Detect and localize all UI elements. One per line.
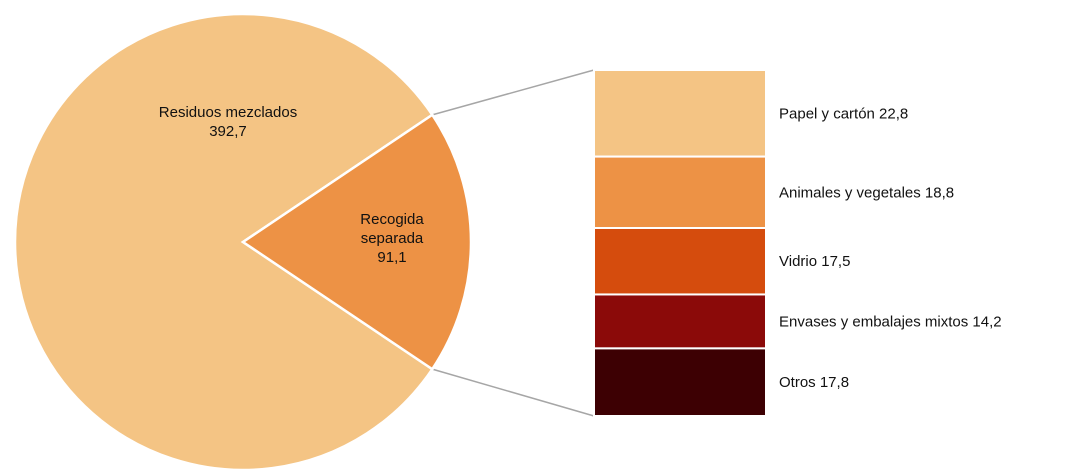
breakdown-label-vidrio: Vidrio 17,5 [779,253,850,270]
pie-slice-recogida-separada [240,113,473,371]
breakdown-label-envases-y-embalajes-mixtos: Envases y embalajes mixtos 14,2 [779,313,1002,330]
pie [13,12,473,470]
breakdown-label-papel-y-carton: Papel y cartón 22,8 [779,105,908,122]
breakdown-bar-papel-y-carton [593,69,767,158]
breakdown-label-animales-y-vegetales: Animales y vegetales 18,8 [779,184,954,201]
breakdown-bar-envases-y-embalajes-mixtos [593,293,767,350]
breakdown-labels: Papel y cartón 22,8 Animales y vegetales … [779,105,1002,391]
pie-slice-residuos-mezclados [13,12,434,470]
connector-line-bottom [432,368,595,417]
pie-label-recogida-separada: Recogida separada 91,1 [360,211,424,266]
breakdown-bar-otros [593,347,767,417]
breakdown-bar-vidrio [593,226,767,296]
connector-lines [432,69,595,417]
breakdown-bar-animales-y-vegetales [593,155,767,229]
connector-line-top [432,69,595,116]
pie-labels: Residuos mezclados 392,7 Recogida separada 9… [159,104,425,266]
breakdown-label-otros: Otros 17,8 [779,374,849,391]
breakdown-stack [593,69,767,417]
pie-label-residuos-mezclados: Residuos mezclados 392,7 [159,104,297,140]
